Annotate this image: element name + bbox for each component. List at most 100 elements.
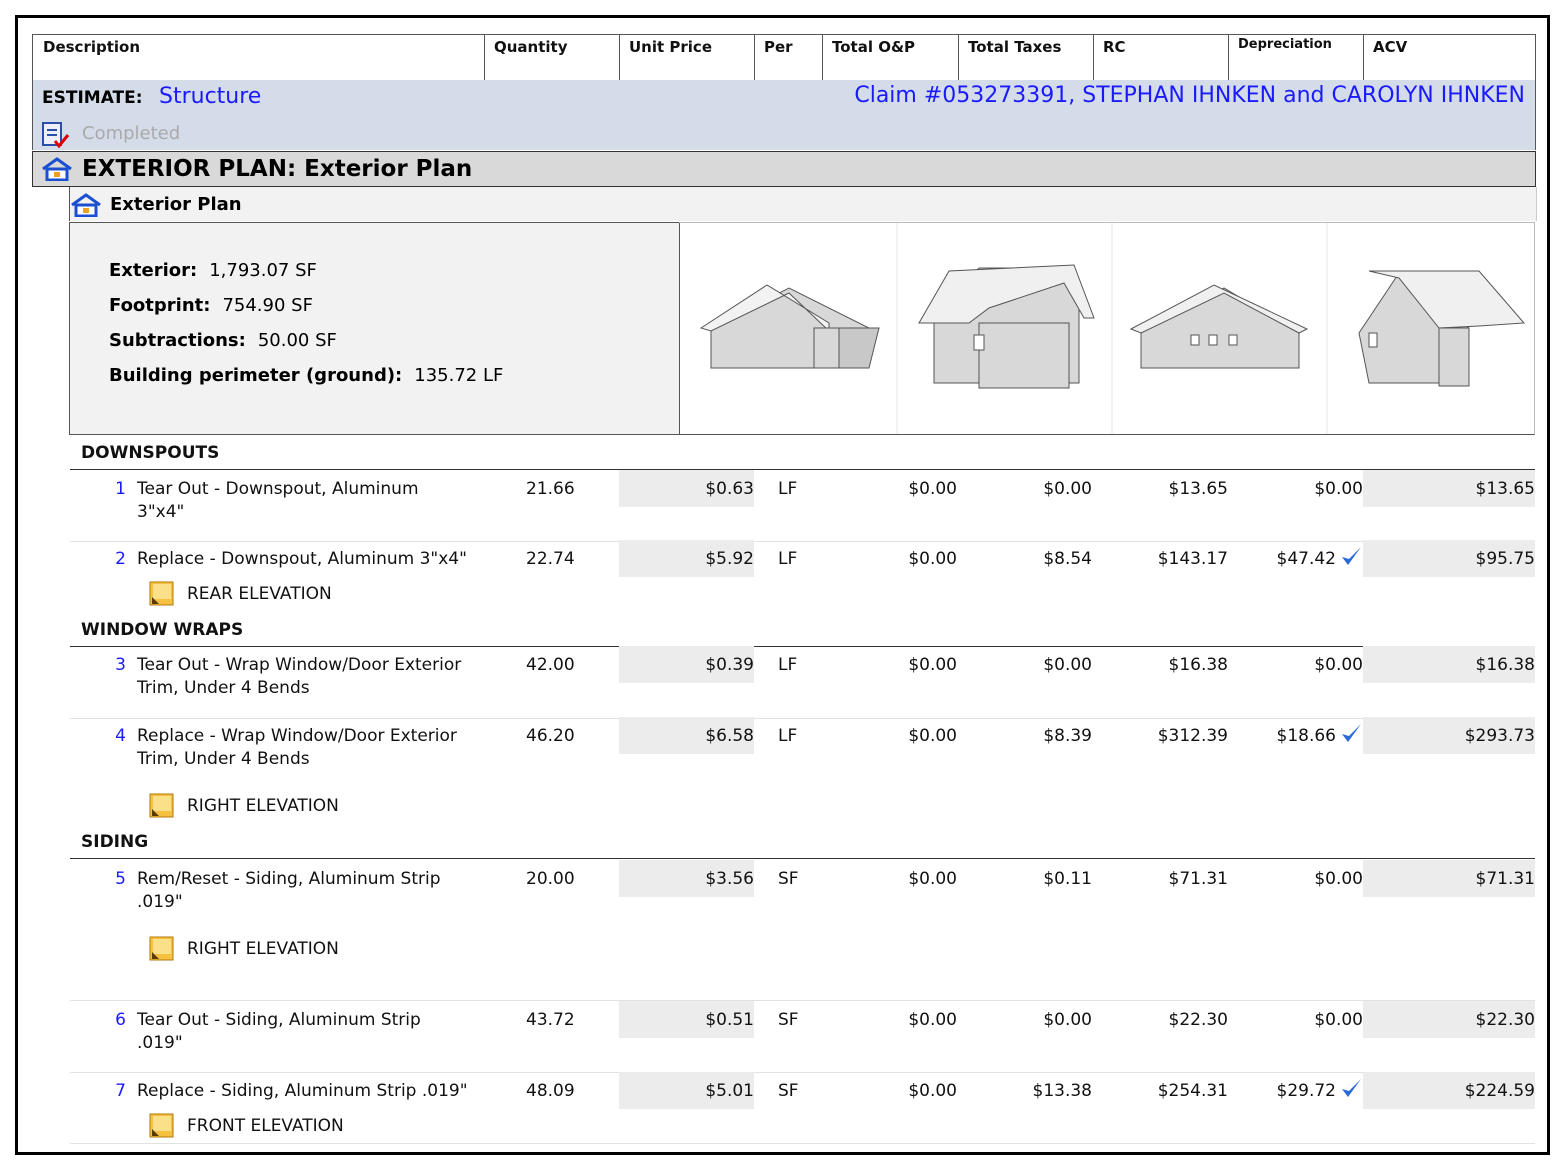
cell-shade <box>1363 540 1535 577</box>
item-description: Replace - Wrap Window/Door Exterior <box>137 726 457 746</box>
total-op: $0.00 <box>908 1010 957 1030</box>
acv: $22.30 <box>1475 1010 1535 1030</box>
header-row: Description Quantity Unit Price Per Total O&… <box>32 34 1536 81</box>
row-separator <box>70 1000 1535 1001</box>
recoverable-check <box>1339 1077 1363 1101</box>
row-separator <box>70 718 1535 719</box>
depreciation: $0.00 <box>1314 1010 1363 1030</box>
total-op: $0.00 <box>908 1081 957 1101</box>
column-header: Quantity <box>494 38 568 56</box>
quantity: 21.66 <box>526 479 575 499</box>
stat-label: Exterior: <box>109 260 198 281</box>
total-op: $0.00 <box>908 655 957 675</box>
plan-stat: Footprint: 754.90 SF <box>109 295 313 316</box>
cell-shade <box>1363 646 1535 683</box>
depreciation: $0.00 <box>1314 655 1363 675</box>
plan-subtitle: Exterior Plan <box>110 194 242 215</box>
rc: $16.38 <box>1168 655 1228 675</box>
column-divider <box>754 35 755 80</box>
total-taxes: $8.54 <box>1043 549 1092 569</box>
item-number: 6 <box>115 1010 126 1030</box>
column-divider <box>822 35 823 80</box>
cell-shade <box>619 540 754 577</box>
item-description: Rem/Reset - Siding, Aluminum Strip <box>137 869 441 889</box>
column-divider <box>619 35 620 80</box>
note-icon <box>149 936 175 962</box>
item-description: Trim, Under 4 Bends <box>137 749 310 769</box>
total-taxes: $0.00 <box>1043 479 1092 499</box>
per: SF <box>778 1010 799 1030</box>
plan-icon <box>42 157 72 181</box>
note-icon <box>149 581 175 607</box>
recoverable-check <box>1339 545 1363 569</box>
column-header: Total O&P <box>832 38 916 56</box>
total-op: $0.00 <box>908 479 957 499</box>
plan-subtitle-row: Exterior Plan <box>69 187 1537 221</box>
cell-shade <box>619 717 754 754</box>
claim: Claim #053273391, STEPHAN IHNKEN and CAR… <box>854 83 1525 108</box>
item-description: 3"x4" <box>137 502 185 522</box>
per: LF <box>778 549 798 569</box>
depreciation: $0.00 <box>1314 479 1363 499</box>
per: SF <box>778 869 799 889</box>
rc: $71.31 <box>1168 869 1228 889</box>
acv: $71.31 <box>1475 869 1535 889</box>
note: RIGHT ELEVATION <box>187 939 339 959</box>
unit-price: $5.01 <box>705 1081 754 1101</box>
status: Completed <box>82 123 181 144</box>
depreciation: $18.66 <box>1276 726 1336 746</box>
quantity: 48.09 <box>526 1081 575 1101</box>
column-header: ACV <box>1373 38 1408 56</box>
total-op: $0.00 <box>908 549 957 569</box>
note: REAR ELEVATION <box>187 584 332 604</box>
unit-price: $0.63 <box>705 479 754 499</box>
column-header: RC <box>1103 38 1126 56</box>
per: LF <box>778 726 798 746</box>
quantity: 22.74 <box>526 549 575 569</box>
row-separator <box>70 541 1535 542</box>
stat-value: 1,793.07 SF <box>209 260 317 281</box>
section-title: SIDING <box>81 832 149 852</box>
stat-value: 50.00 SF <box>257 330 337 351</box>
column-header: Per <box>764 38 793 56</box>
acv: $95.75 <box>1475 549 1535 569</box>
plan-icon <box>71 193 101 217</box>
item-description: .019" <box>137 892 183 912</box>
item-number: 5 <box>115 869 126 889</box>
total-taxes: $0.00 <box>1043 655 1092 675</box>
status-icon <box>42 122 70 149</box>
frame <box>15 15 1550 1155</box>
plan-bar: EXTERIOR PLAN: Exterior Plan <box>32 151 1536 187</box>
stat-value: 754.90 SF <box>222 295 313 316</box>
total-taxes: $0.11 <box>1043 869 1092 889</box>
column-divider <box>958 35 959 80</box>
item-description: Tear Out - Downspout, Aluminum <box>137 479 419 499</box>
cell-shade <box>619 1001 754 1038</box>
cell-shade <box>619 1072 754 1109</box>
item-description: Trim, Under 4 Bends <box>137 678 310 698</box>
cell-shade <box>1363 1072 1535 1109</box>
plan-stat: Subtractions: 50.00 SF <box>109 330 337 351</box>
plan-stat: Building perimeter (ground): 135.72 LF <box>109 365 503 386</box>
unit-price: $3.56 <box>705 869 754 889</box>
depreciation: $0.00 <box>1314 869 1363 889</box>
quantity: 42.00 <box>526 655 575 675</box>
house-images <box>699 223 1526 434</box>
per: SF <box>778 1081 799 1101</box>
per: LF <box>778 655 798 675</box>
estimate-band: ESTIMATE: Structure Claim #053273391, ST… <box>32 80 1536 150</box>
plan-images <box>679 222 1535 435</box>
row-separator <box>70 1143 1535 1144</box>
column-header: Depreciation <box>1238 37 1332 52</box>
plan-title: EXTERIOR PLAN: Exterior Plan <box>82 156 473 182</box>
note: FRONT ELEVATION <box>187 1116 344 1136</box>
item-number: 2 <box>115 549 126 569</box>
column-divider <box>1363 35 1364 80</box>
item-number: 3 <box>115 655 126 675</box>
quantity: 43.72 <box>526 1010 575 1030</box>
total-op: $0.00 <box>908 726 957 746</box>
acv: $224.59 <box>1464 1081 1535 1101</box>
estimate-name: Structure <box>159 84 262 109</box>
acv: $16.38 <box>1475 655 1535 675</box>
